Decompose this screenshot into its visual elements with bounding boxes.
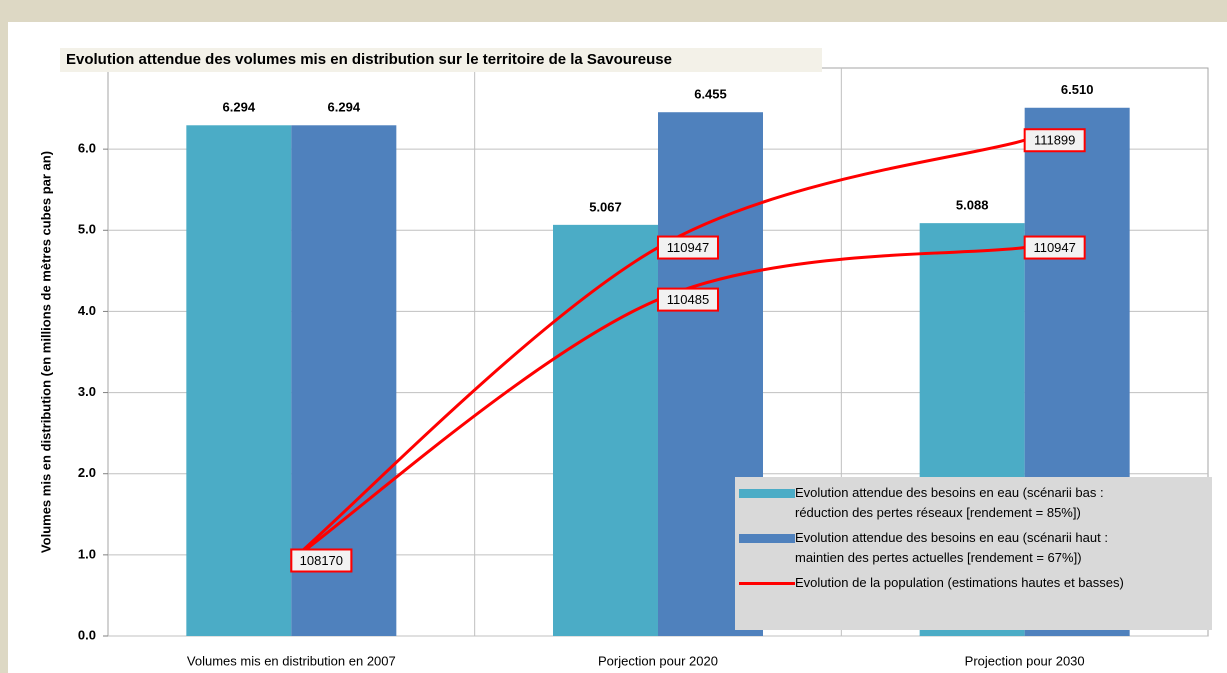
legend: Evolution attendue des besoins en eau (s… (735, 477, 1212, 630)
bar-value-label: 5.067 (589, 199, 622, 214)
population-line (290, 138, 1026, 562)
data-label: 110947 (1033, 240, 1075, 255)
legend-label: Evolution attendue des besoins en eau (s… (795, 485, 1104, 520)
y-tick-label: 4.0 (78, 303, 96, 318)
data-label: 110485 (667, 292, 709, 307)
y-axis-label: Volumes mis en distribution (en millions… (38, 151, 53, 553)
data-label: 110947 (667, 240, 709, 255)
data-label-box (1023, 128, 1086, 153)
x-tick-label: Projection pour 2030 (965, 653, 1085, 668)
y-tick-label: 3.0 (78, 384, 96, 399)
legend-swatch (739, 489, 795, 498)
bar-value-label: 6.294 (328, 100, 361, 115)
bar-value-label: 6.510 (1061, 82, 1094, 97)
bar-value-label: 6.294 (223, 100, 256, 115)
legend-label: Evolution attendue des besoins en eau (s… (795, 530, 1108, 565)
data-label-box (1023, 235, 1086, 260)
y-tick-label: 6.0 (78, 141, 96, 156)
bar-value-label: 6.455 (694, 87, 727, 102)
x-tick-label: Volumes mis en distribution en 2007 (187, 653, 396, 668)
y-tick-label: 5.0 (78, 222, 96, 237)
data-label: 111899 (1034, 133, 1075, 148)
legend-swatch (739, 582, 795, 585)
data-label-box (290, 548, 353, 573)
x-tick-label: Porjection pour 2020 (598, 653, 718, 668)
legend-entry: Evolution de la population (estimations … (739, 573, 1208, 593)
y-tick-label: 0.0 (78, 627, 96, 642)
data-label-box (657, 235, 719, 260)
bar (186, 125, 292, 636)
legend-label: Evolution de la population (estimations … (795, 575, 1124, 590)
chart-title: Evolution attendue des volumes mis en di… (66, 51, 672, 68)
legend-swatch (739, 534, 795, 543)
y-tick-label: 1.0 (78, 546, 96, 561)
y-tick-label: 2.0 (78, 465, 96, 480)
data-label: 108170 (300, 553, 343, 568)
bar (553, 224, 658, 637)
bar-value-label: 5.088 (956, 198, 989, 213)
title-box (60, 48, 822, 72)
legend-entry: Evolution attendue des besoins en eau (s… (739, 483, 1208, 523)
data-label-box (657, 287, 719, 312)
legend-entry: Evolution attendue des besoins en eau (s… (739, 528, 1208, 568)
